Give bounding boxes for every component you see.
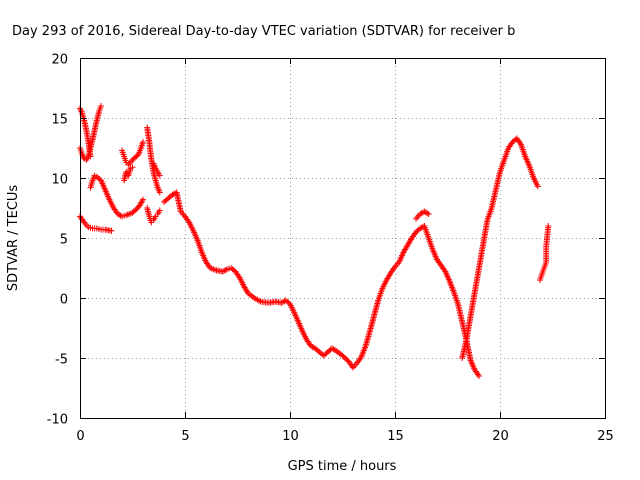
data-point: [545, 223, 552, 229]
data-point: [98, 103, 104, 109]
data-point: [129, 164, 136, 171]
data-point: [87, 153, 94, 160]
grid: [80, 58, 605, 418]
data-point: [424, 210, 431, 217]
data-point: [108, 227, 115, 234]
x-tick-label: 20: [492, 429, 509, 444]
axis-ticks: 0 5 10 15 20 25 -10 -5 0 5 10 15 20: [47, 53, 614, 445]
x-tick-label: 10: [282, 429, 299, 444]
data-point: [156, 207, 163, 214]
data-point: [476, 373, 482, 379]
x-axis-label: GPS time / hours: [288, 459, 397, 474]
y-tick-label: -10: [47, 413, 68, 428]
y-tick-label: 10: [51, 173, 68, 188]
y-tick-label: 0: [60, 293, 68, 308]
data-point: [425, 211, 432, 217]
y-axis-label: SDTVAR / TECUs: [6, 185, 21, 292]
x-tick-label: 15: [387, 429, 404, 444]
data-point: [139, 198, 146, 205]
y-tick-label: 20: [51, 53, 68, 68]
plot-frame: [80, 58, 606, 419]
data-point: [210, 266, 217, 273]
y-tick-label: 5: [60, 233, 68, 248]
chart-title: Day 293 of 2016, Sidereal Day-to-day VTE…: [12, 24, 515, 39]
data-point: [222, 267, 229, 273]
data-point: [534, 183, 541, 190]
data-point: [140, 139, 146, 145]
x-tick-label: 25: [597, 429, 614, 444]
data-point: [156, 189, 163, 196]
y-tick-label: -5: [55, 353, 68, 368]
x-tick-label: 0: [76, 429, 84, 444]
y-tick-label: 15: [51, 113, 68, 128]
data-point: [156, 172, 163, 179]
data-points: [77, 103, 552, 379]
x-tick-label: 5: [181, 429, 189, 444]
data-point: [330, 346, 337, 353]
data-point: [140, 196, 146, 203]
